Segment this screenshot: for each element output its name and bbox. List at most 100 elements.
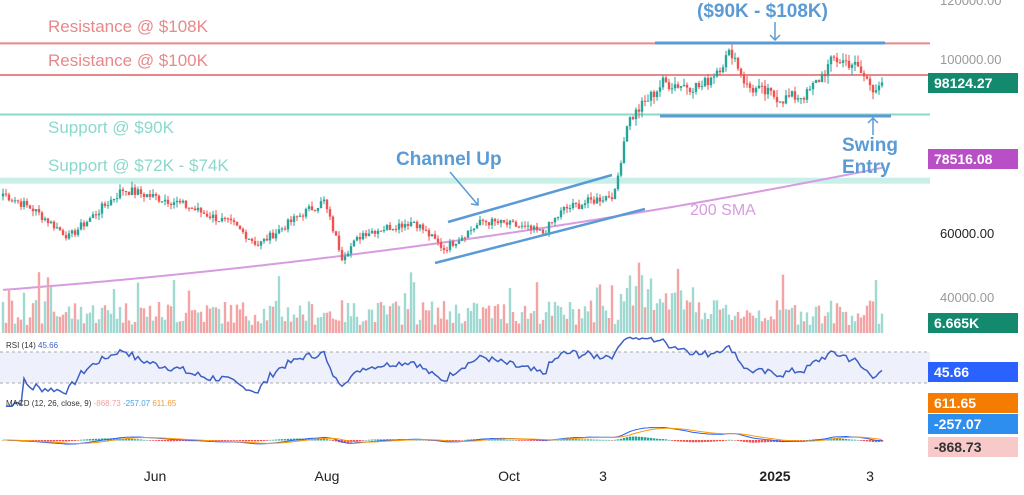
candle-body	[463, 237, 467, 239]
candle-body	[547, 222, 551, 234]
macd-hist-bar	[730, 439, 734, 441]
candle-body	[811, 82, 815, 90]
volume-bar	[607, 317, 611, 333]
candle-body	[778, 101, 782, 103]
macd-hist-bar	[862, 440, 866, 442]
volume-bar	[259, 323, 263, 333]
macd-hist-bar	[238, 440, 242, 441]
volume-bar	[391, 303, 395, 333]
candle-body	[142, 194, 146, 197]
macd-hist-bar	[646, 437, 650, 441]
candle-body	[802, 98, 806, 100]
candle-body	[625, 126, 629, 142]
macd-hist-bar	[688, 440, 692, 443]
macd-hist-bar	[607, 439, 611, 441]
volume-bar	[622, 301, 626, 333]
candle-body	[400, 223, 404, 228]
volume-bar	[517, 323, 521, 333]
candle-body	[49, 221, 53, 224]
candle-body	[481, 219, 485, 221]
candle-body	[244, 232, 248, 239]
macd-hist-bar	[94, 438, 98, 441]
candle-body	[115, 198, 119, 200]
volume-bar	[424, 310, 428, 333]
volume-bar	[589, 300, 593, 333]
candle-body	[775, 96, 779, 103]
candle-body	[325, 199, 329, 210]
candle-body	[685, 84, 689, 88]
volume-bar	[58, 316, 62, 333]
candle-body	[304, 208, 308, 217]
volume-bar	[448, 311, 452, 333]
macd-hist-bar	[865, 440, 869, 442]
candle-body	[667, 82, 671, 90]
macd-hist-bar	[835, 438, 839, 441]
macd-hist-bar	[739, 440, 743, 442]
macd-hist-bar	[724, 440, 728, 441]
candle-body	[571, 203, 575, 208]
candle-body	[613, 189, 617, 200]
candle-body	[412, 221, 416, 223]
candle-body	[574, 203, 578, 205]
volume-bar	[646, 289, 650, 333]
sma-200-line	[2, 166, 883, 291]
volume-bar	[181, 320, 185, 333]
volume-bar	[628, 275, 632, 333]
volume-bar	[487, 305, 491, 333]
candle-body	[238, 225, 242, 229]
macd-hist-bar	[355, 440, 359, 442]
candle-body	[406, 224, 410, 226]
volume-bar	[757, 310, 761, 333]
macd-hist-bar	[517, 440, 521, 441]
volume-bar	[355, 316, 359, 333]
volume-bar	[574, 324, 578, 333]
volume-bar	[637, 262, 641, 333]
volume-bar	[544, 312, 548, 333]
candle-body	[838, 62, 842, 64]
volume-bar	[511, 311, 515, 333]
volume-bar	[364, 320, 368, 333]
candle-body	[769, 87, 773, 91]
candle-body	[157, 195, 161, 202]
volume-bar	[769, 316, 773, 333]
candle-body	[217, 221, 221, 223]
volume-bar	[49, 286, 53, 333]
volume-bar	[877, 323, 881, 333]
macd-hist-bar	[718, 440, 722, 442]
candle-body	[484, 220, 488, 223]
volume-bar	[7, 288, 11, 333]
volume-bar	[718, 309, 722, 333]
volume-bar	[586, 311, 590, 333]
candle-body	[265, 238, 269, 241]
volume-bar	[556, 305, 560, 333]
candle-body	[790, 91, 794, 97]
macd-hist-bar	[610, 440, 614, 441]
macd-hist-bar	[679, 440, 683, 442]
volume-bar	[454, 304, 458, 333]
volume-bar	[43, 301, 47, 333]
volume-bar	[697, 302, 701, 333]
macd-hist-bar	[601, 439, 605, 441]
macd-hist-bar	[706, 440, 710, 442]
macd-hist-bar	[565, 439, 569, 441]
volume-bar	[844, 311, 848, 333]
macd-hist-bar	[643, 437, 647, 441]
volume-bar	[712, 300, 716, 333]
candle-body	[478, 219, 482, 226]
volume-bar	[685, 300, 689, 333]
volume-bar	[310, 304, 314, 333]
volume-bar	[385, 314, 389, 333]
macd-hist-bar	[259, 440, 263, 442]
volume-bar	[799, 311, 803, 333]
volume-bar	[538, 323, 542, 333]
candle-body	[646, 100, 650, 102]
candle-body	[772, 90, 776, 97]
macd-hist-bar	[733, 440, 737, 441]
macd-hist-bar	[595, 439, 599, 441]
axis-label: 100000.00	[940, 52, 1002, 67]
macd-hist-bar	[142, 439, 146, 441]
candle-body	[511, 220, 515, 222]
candle-body	[370, 231, 374, 234]
entry-label: Entry	[842, 157, 891, 178]
candle-body	[70, 230, 74, 234]
